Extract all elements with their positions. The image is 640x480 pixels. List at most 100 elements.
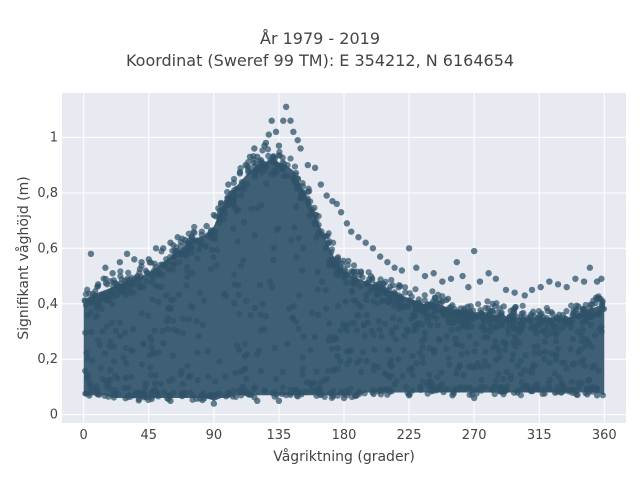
- outlier-point: [447, 275, 455, 282]
- data-point: [95, 337, 102, 344]
- data-point: [409, 387, 416, 394]
- data-point: [204, 348, 211, 355]
- data-point: [101, 291, 109, 298]
- data-point: [391, 381, 398, 388]
- data-point: [292, 171, 299, 178]
- data-point: [145, 312, 152, 319]
- outlier-point: [563, 283, 570, 291]
- data-point: [385, 299, 392, 306]
- data-point: [157, 261, 164, 268]
- data-point: [178, 367, 185, 374]
- data-point: [299, 190, 306, 197]
- data-point: [251, 170, 258, 177]
- data-point: [574, 328, 581, 335]
- data-point: [308, 387, 315, 394]
- x-tick-label: 135: [267, 428, 292, 443]
- data-point: [553, 314, 561, 321]
- data-point: [175, 291, 182, 298]
- data-point: [328, 345, 335, 352]
- data-point: [472, 341, 480, 348]
- data-point: [82, 302, 90, 309]
- data-point: [222, 292, 229, 299]
- data-point: [291, 224, 298, 231]
- data-point: [247, 312, 254, 319]
- outlier-point: [521, 292, 528, 299]
- data-point: [443, 345, 450, 353]
- outlier-point: [337, 209, 345, 216]
- data-point: [270, 257, 277, 264]
- data-point: [152, 263, 159, 271]
- data-point: [439, 293, 446, 300]
- y-tick-label: 0,4: [37, 297, 58, 312]
- data-point: [195, 333, 202, 340]
- data-point: [231, 271, 238, 278]
- data-point: [169, 266, 176, 273]
- data-point: [92, 292, 99, 299]
- chart-title: År 1979 - 2019: [260, 29, 380, 48]
- data-point: [388, 327, 395, 334]
- x-tick-label: 180: [332, 428, 357, 443]
- data-point: [482, 304, 489, 312]
- data-point: [378, 284, 385, 291]
- data-point: [548, 329, 555, 337]
- data-point: [395, 305, 403, 312]
- data-point: [114, 282, 121, 289]
- data-point: [502, 340, 509, 347]
- data-point: [148, 279, 155, 286]
- data-point: [229, 393, 236, 400]
- data-point: [238, 178, 246, 186]
- data-point: [391, 302, 398, 310]
- data-point: [343, 279, 350, 286]
- data-point: [278, 390, 286, 398]
- data-point: [97, 365, 104, 372]
- data-point: [406, 366, 413, 374]
- outlier-point: [453, 258, 460, 266]
- data-point: [395, 284, 402, 291]
- data-point: [460, 386, 467, 393]
- data-point: [230, 388, 237, 395]
- outlier-point: [94, 281, 102, 288]
- data-point: [339, 260, 346, 267]
- data-point: [363, 281, 371, 288]
- data-point: [445, 354, 452, 362]
- outlier-point: [470, 247, 478, 255]
- data-point: [185, 373, 193, 380]
- data-point: [146, 333, 154, 341]
- data-point: [567, 345, 574, 353]
- data-point: [334, 303, 342, 310]
- x-tick-label: 315: [527, 428, 552, 443]
- data-point: [194, 349, 201, 356]
- data-point: [419, 378, 426, 386]
- data-point: [305, 188, 312, 195]
- data-point: [151, 327, 158, 334]
- data-point: [592, 386, 600, 393]
- data-point: [155, 271, 163, 278]
- outlier-point: [369, 245, 377, 252]
- data-point: [492, 377, 499, 384]
- data-point: [466, 384, 473, 391]
- outlier-point: [391, 264, 398, 271]
- data-point: [372, 281, 379, 288]
- data-point: [111, 293, 118, 301]
- data-point: [170, 260, 178, 268]
- data-point: [554, 345, 562, 353]
- data-point: [388, 276, 395, 284]
- data-point: [412, 286, 419, 293]
- data-point: [543, 320, 551, 327]
- outlier-point: [282, 103, 290, 111]
- data-point: [295, 234, 302, 242]
- data-point: [436, 337, 443, 344]
- data-point: [595, 311, 602, 318]
- data-point: [263, 180, 270, 187]
- data-point: [568, 378, 575, 385]
- data-point: [128, 290, 135, 297]
- data-point: [386, 347, 393, 354]
- outlier-point: [439, 278, 446, 285]
- data-point: [578, 379, 585, 386]
- data-point: [315, 384, 322, 392]
- outlier-point: [323, 192, 330, 199]
- data-point: [563, 308, 570, 315]
- data-point: [378, 333, 385, 340]
- outlier-point: [502, 286, 510, 294]
- data-point: [130, 326, 137, 333]
